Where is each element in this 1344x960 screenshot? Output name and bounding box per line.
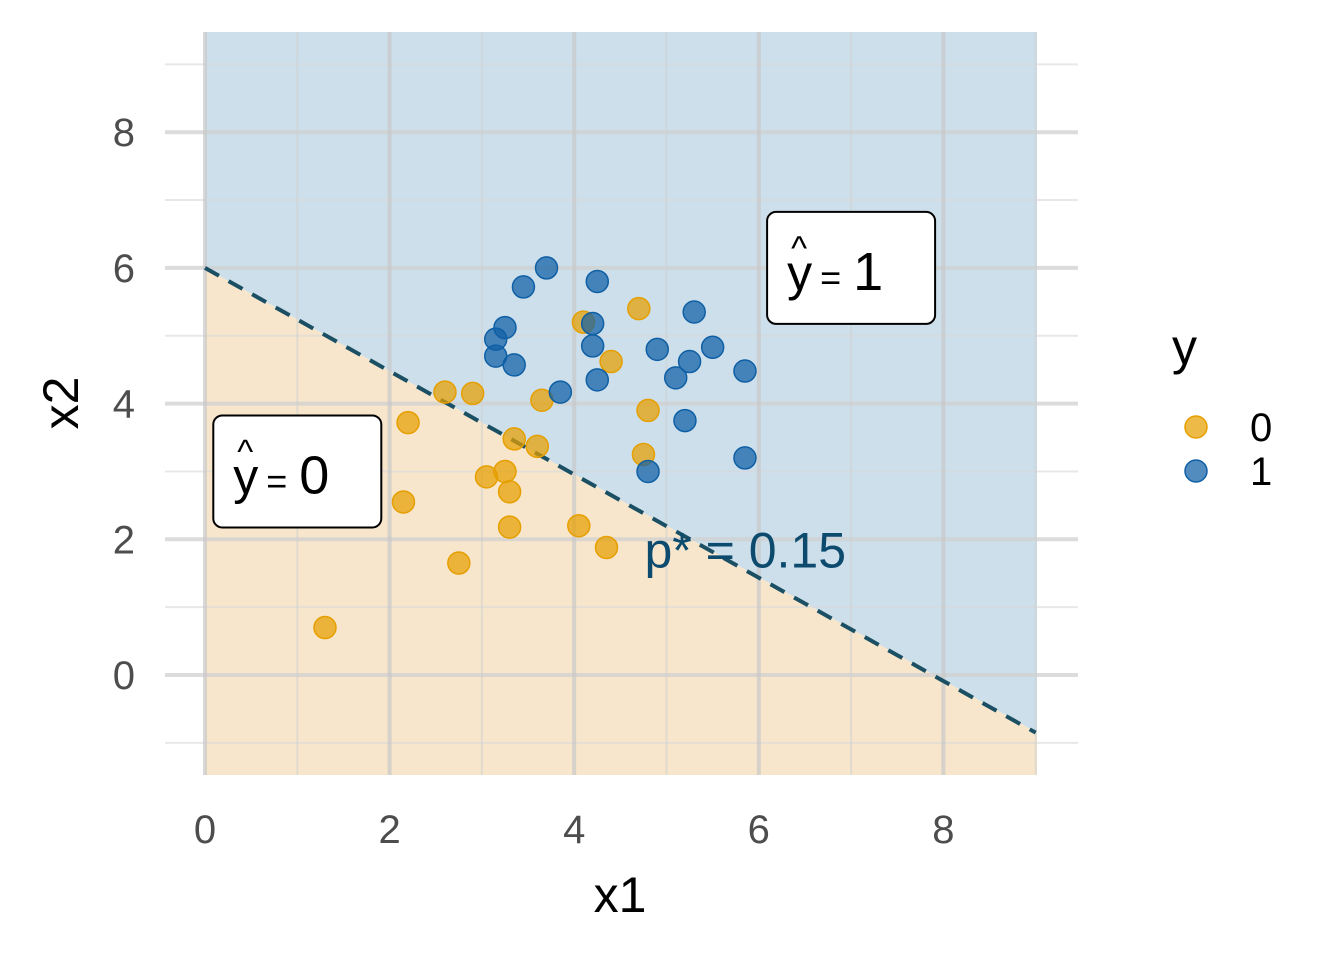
region-yhat-0 — [205, 267, 1037, 775]
x-tick-label: 2 — [378, 808, 400, 852]
data-point-0 — [447, 551, 471, 575]
legend-title: y — [1172, 319, 1197, 375]
region-yhat-1 — [205, 32, 1037, 733]
region-labels: y^= 0y^= 1p* = 0.15 — [212, 210, 937, 578]
x-tick-label: 8 — [932, 808, 954, 852]
region-label-box — [212, 414, 383, 529]
data-point-1 — [534, 256, 559, 280]
data-point-0 — [567, 513, 591, 538]
legend-key-1 — [1184, 459, 1208, 483]
data-point-1 — [493, 315, 517, 340]
x-tick-label: 6 — [748, 808, 770, 852]
data-point-1 — [677, 349, 702, 374]
region-label-yhat: y — [233, 448, 258, 504]
data-point-1 — [733, 359, 757, 383]
data-point-0 — [636, 398, 660, 423]
data-point-1 — [700, 335, 725, 360]
data-point-0 — [396, 410, 420, 435]
y-tick-label: 8 — [113, 111, 135, 155]
data-point-0 — [525, 434, 550, 459]
data-point-0 — [627, 296, 651, 321]
data-point-1 — [585, 368, 610, 392]
threshold-label: p* = 0.15 — [644, 522, 846, 578]
data-point-1 — [733, 446, 757, 470]
x-tick-label: 0 — [194, 808, 216, 852]
data-point-1 — [580, 311, 605, 336]
equals-sign: = — [266, 460, 287, 501]
y-tick-label: 4 — [113, 383, 135, 427]
y-axis-title: x2 — [33, 377, 89, 430]
hat-glyph: ^ — [237, 433, 253, 471]
data-point-1 — [636, 459, 660, 484]
region-label-box — [766, 210, 937, 325]
data-point-0 — [502, 427, 526, 451]
y-tick-label: 0 — [113, 654, 135, 698]
data-point-1 — [580, 334, 605, 358]
data-point-0 — [433, 380, 457, 404]
data-point-0 — [391, 490, 416, 514]
plot-panel: y^= 0y^= 1p* = 0.15 — [165, 32, 1078, 775]
data-point-1 — [502, 353, 526, 377]
data-point-1 — [511, 275, 536, 299]
legend: y 01 — [1172, 319, 1272, 494]
x-tick-label: 4 — [563, 808, 585, 852]
y-tick-label: 6 — [113, 247, 135, 291]
data-point-1 — [645, 337, 670, 362]
data-points — [313, 256, 757, 640]
data-point-1 — [663, 366, 688, 390]
data-point-1 — [548, 380, 573, 404]
x-axis-title: x1 — [594, 867, 647, 923]
data-point-0 — [599, 349, 623, 374]
decision-boundary-line — [204, 266, 1037, 735]
region-label-value: 0 — [299, 445, 329, 505]
data-point-0 — [493, 459, 517, 484]
legend-key-0 — [1184, 415, 1208, 439]
legend-label: 1 — [1250, 450, 1272, 494]
data-point-0 — [497, 515, 522, 539]
legend-label: 0 — [1250, 406, 1272, 450]
hat-glyph: ^ — [791, 230, 807, 268]
region-label-yhat: y — [787, 245, 812, 301]
data-point-1 — [585, 269, 610, 294]
data-point-0 — [497, 480, 522, 504]
y-axis-ticks: 0 2 4 6 8 — [113, 111, 135, 698]
y-tick-label: 2 — [113, 518, 135, 562]
data-point-1 — [673, 408, 697, 433]
data-point-1 — [682, 300, 706, 324]
data-point-0 — [460, 381, 485, 406]
region-label-value: 1 — [853, 242, 883, 302]
data-point-0 — [313, 615, 337, 640]
data-point-0 — [594, 535, 619, 560]
x-axis-ticks: 0 2 4 6 8 — [194, 808, 955, 852]
equals-sign: = — [820, 257, 841, 298]
